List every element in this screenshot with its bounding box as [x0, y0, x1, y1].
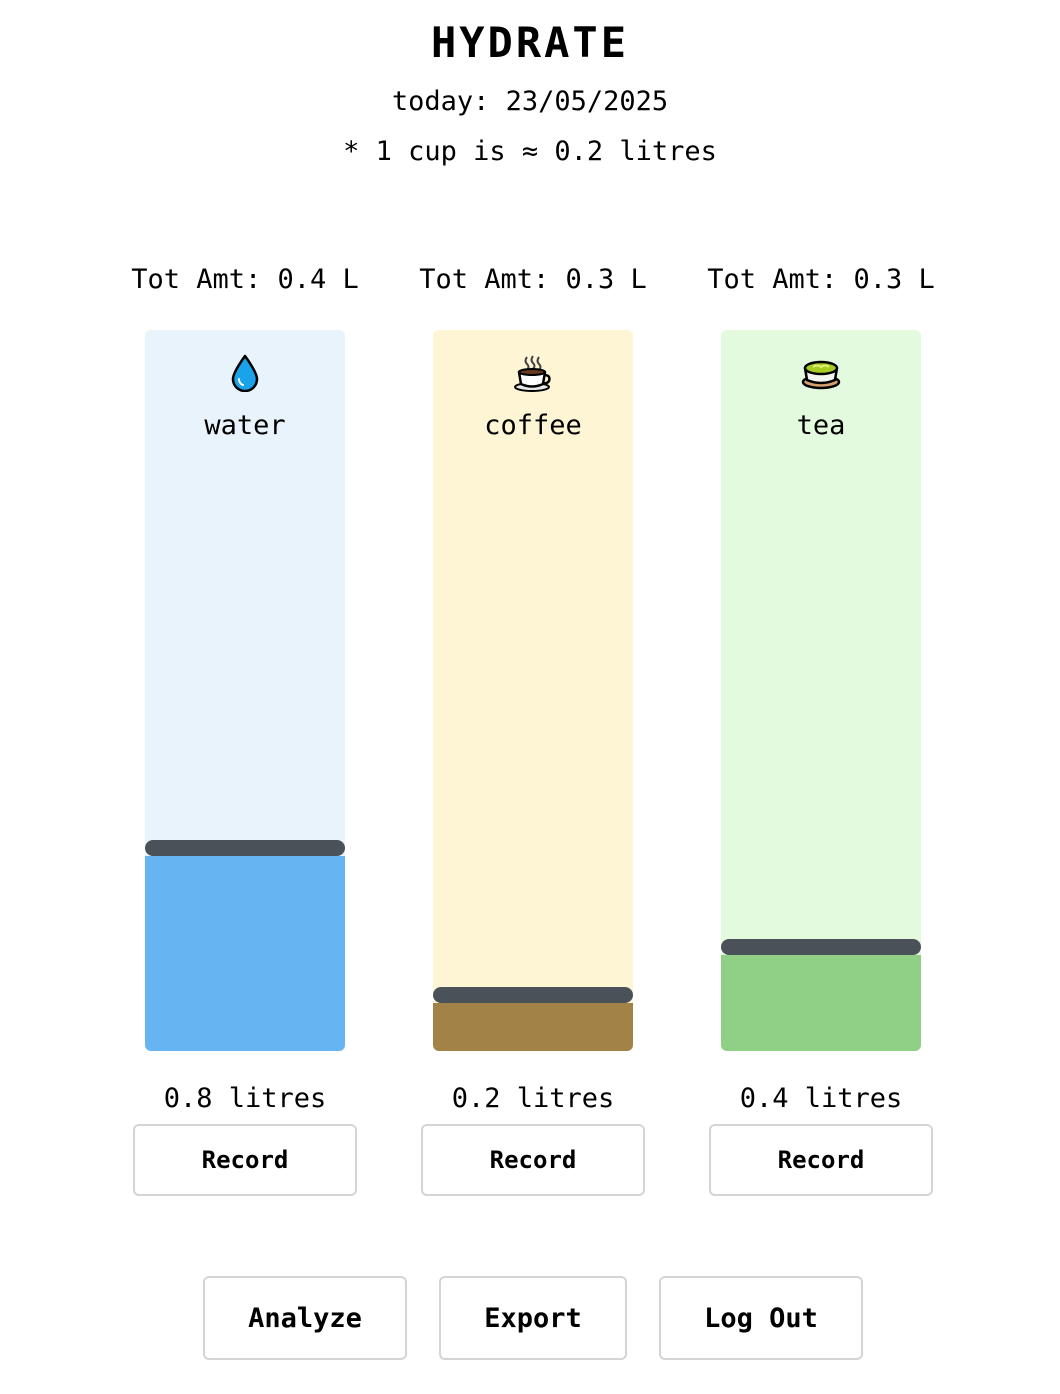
- coffee-cup-icon: [433, 354, 633, 394]
- drink-level-bar[interactable]: tea: [721, 330, 921, 1051]
- level-drag-handle[interactable]: [721, 939, 921, 955]
- drink-fill: [721, 955, 921, 1051]
- drink-fill: [145, 856, 345, 1051]
- date-line: today: 23/05/2025: [391, 86, 669, 117]
- drink-amount: 0.8 litres: [163, 1083, 327, 1114]
- drink-level-bar[interactable]: water: [145, 330, 345, 1051]
- drink-column-coffee: Tot Amt: 0.3 L coffee 0.2 litres Record: [413, 0, 653, 1230]
- drink-level-bar[interactable]: coffee: [433, 330, 633, 1051]
- level-drag-handle[interactable]: [433, 987, 633, 1003]
- logout-button[interactable]: Log Out: [659, 1276, 863, 1360]
- drink-column-tea: Tot Amt: 0.3 L tea 0.4 litres Record: [701, 0, 941, 1230]
- record-coffee-button[interactable]: Record: [421, 1124, 645, 1196]
- drink-name: tea: [796, 410, 846, 441]
- analyze-button[interactable]: Analyze: [203, 1276, 407, 1360]
- export-button[interactable]: Export: [439, 1276, 627, 1360]
- drink-amount: 0.2 litres: [451, 1083, 615, 1114]
- drink-column-water: Tot Amt: 0.4 L water 0.8 litres Record: [125, 0, 365, 1230]
- app-title: HYDRATE: [430, 18, 629, 67]
- green-tea-icon: [721, 354, 921, 394]
- drink-name: coffee: [484, 410, 582, 441]
- water-drop-icon: [145, 354, 345, 394]
- record-tea-button[interactable]: Record: [709, 1124, 933, 1196]
- total-amount-label: Tot Amt: 0.3 L: [707, 264, 935, 295]
- level-drag-handle[interactable]: [145, 840, 345, 856]
- record-water-button[interactable]: Record: [133, 1124, 357, 1196]
- cup-conversion-note: * 1 cup is ≈ 0.2 litres: [343, 136, 717, 167]
- total-amount-label: Tot Amt: 0.3 L: [419, 264, 647, 295]
- drink-amount: 0.4 litres: [739, 1083, 903, 1114]
- drink-fill: [433, 1003, 633, 1051]
- total-amount-label: Tot Amt: 0.4 L: [131, 264, 359, 295]
- drink-name: water: [204, 410, 286, 441]
